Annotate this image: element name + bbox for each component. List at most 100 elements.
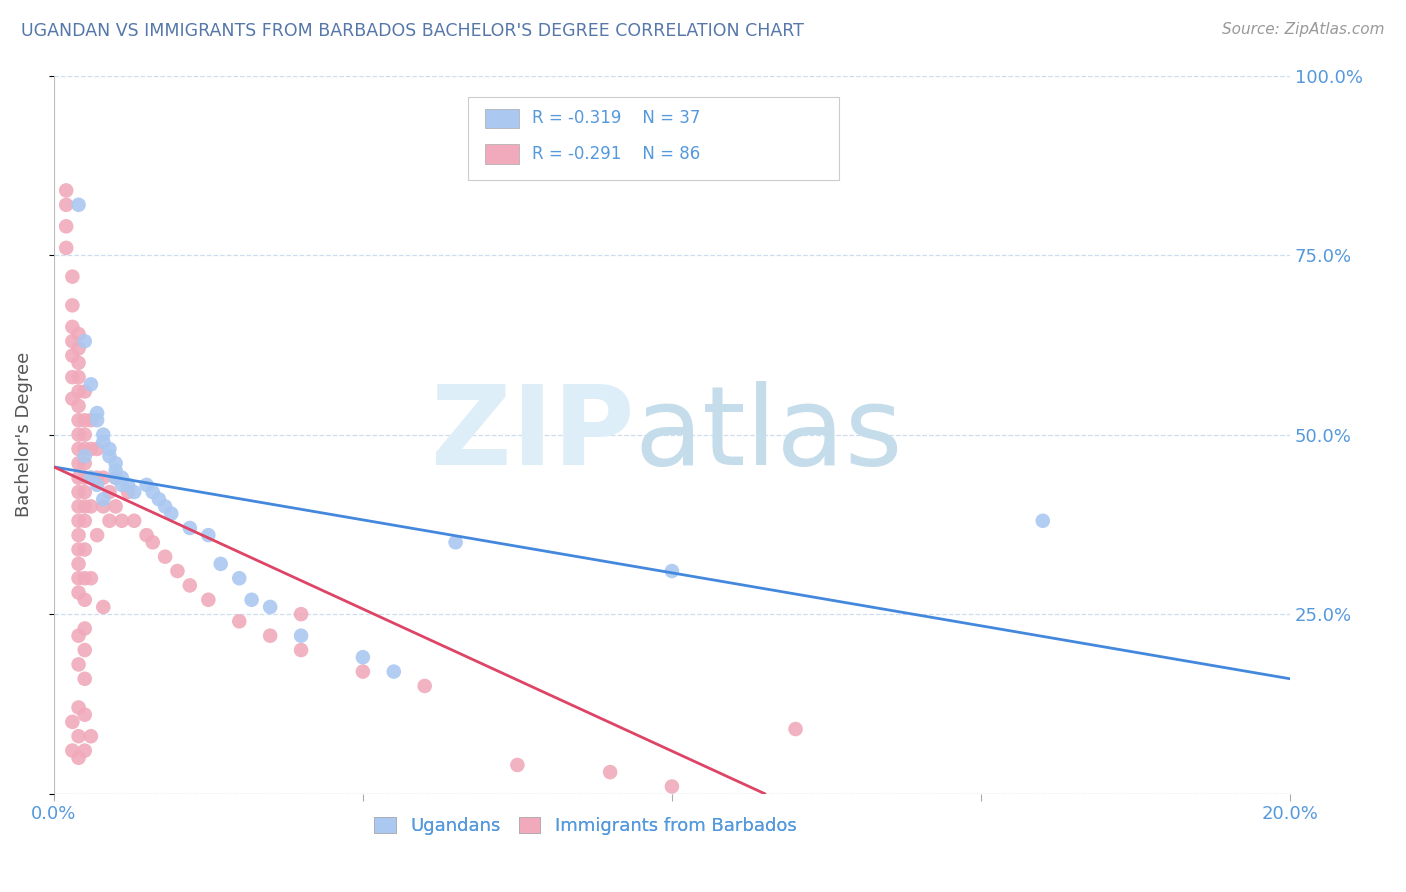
Point (117, 485, 139, 500)
Point (80, 571, 103, 585)
Point (73, 485, 96, 500)
Point (67, 585, 90, 599)
Text: UGANDAN VS IMMIGRANTS FROM BARBADOS BACHELOR'S DEGREE CORRELATION CHART: UGANDAN VS IMMIGRANTS FROM BARBADOS BACH… (21, 22, 804, 40)
Point (197, 592, 219, 607)
Point (104, 456, 127, 470)
Point (80, 442, 103, 456)
Point (73, 500, 96, 514)
Point (67, 657, 90, 672)
Point (240, 592, 263, 607)
Point (67, 413, 90, 427)
Point (67, 485, 90, 500)
Point (179, 578, 201, 592)
Point (60, 743, 83, 757)
Point (67, 456, 90, 470)
Point (55, 198, 77, 212)
Point (98, 485, 121, 500)
Point (60, 714, 83, 729)
Point (60, 298, 83, 312)
Point (86, 528, 108, 542)
Point (67, 327, 90, 342)
Point (228, 615, 250, 629)
Point (67, 356, 90, 370)
Point (142, 485, 165, 500)
Point (55, 183, 77, 197)
Point (67, 442, 90, 456)
Point (60, 370, 83, 384)
Legend: Ugandans, Immigrants from Barbados: Ugandans, Immigrants from Barbados (367, 809, 804, 842)
Point (60, 392, 83, 406)
Point (197, 528, 219, 542)
Point (67, 198, 90, 212)
Point (382, 665, 405, 679)
Point (228, 571, 250, 585)
Point (67, 571, 90, 585)
Point (153, 500, 176, 514)
Point (73, 413, 96, 427)
Text: Source: ZipAtlas.com: Source: ZipAtlas.com (1222, 22, 1385, 37)
Point (352, 665, 374, 679)
Point (86, 478, 108, 492)
Point (73, 571, 96, 585)
Point (444, 535, 467, 549)
Point (506, 758, 529, 772)
Point (73, 471, 96, 485)
Point (60, 349, 83, 363)
Point (179, 521, 201, 535)
Point (60, 334, 83, 349)
Point (73, 334, 96, 349)
Point (67, 729, 90, 743)
Point (67, 557, 90, 571)
Point (117, 478, 139, 492)
Point (91, 427, 114, 442)
Point (80, 377, 103, 392)
Point (148, 492, 170, 507)
Point (80, 471, 103, 485)
Point (73, 622, 96, 636)
Point (259, 629, 281, 643)
Point (86, 413, 108, 427)
Point (67, 342, 90, 356)
Point (60, 319, 83, 334)
Point (91, 471, 114, 485)
Point (104, 471, 127, 485)
FancyBboxPatch shape (485, 145, 519, 164)
Point (104, 463, 127, 477)
Point (1032, 514, 1054, 528)
Point (166, 564, 188, 578)
Point (67, 751, 90, 765)
Point (67, 500, 90, 514)
Text: atlas: atlas (636, 381, 903, 488)
Point (86, 442, 108, 456)
Point (122, 485, 145, 500)
Point (67, 399, 90, 413)
Point (80, 471, 103, 485)
Point (60, 269, 83, 284)
Point (104, 471, 127, 485)
Point (111, 478, 134, 492)
Point (259, 599, 281, 614)
Point (73, 456, 96, 470)
Point (67, 700, 90, 714)
Text: ZIP: ZIP (432, 381, 636, 488)
Point (73, 384, 96, 399)
Point (91, 492, 114, 507)
Point (352, 650, 374, 665)
Point (290, 643, 312, 657)
Point (73, 514, 96, 528)
Point (73, 427, 96, 442)
Point (67, 427, 90, 442)
Point (67, 471, 90, 485)
Point (98, 442, 121, 456)
Point (98, 514, 121, 528)
Point (67, 528, 90, 542)
Point (91, 599, 114, 614)
Point (111, 471, 134, 485)
Point (135, 528, 157, 542)
Point (67, 542, 90, 557)
Point (73, 442, 96, 456)
Point (67, 370, 90, 384)
Point (122, 514, 145, 528)
Point (86, 471, 108, 485)
Point (209, 557, 232, 571)
